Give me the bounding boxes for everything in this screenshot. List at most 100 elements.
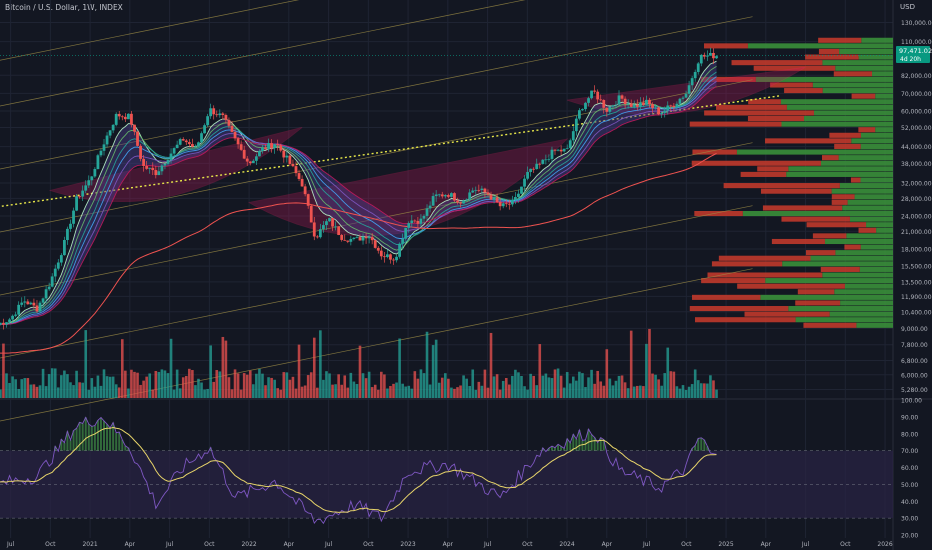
vp-bar-up — [742, 210, 893, 217]
volume-bar — [712, 380, 715, 398]
candle-body — [206, 116, 210, 126]
volume-bar — [11, 376, 14, 398]
volume-bar — [2, 343, 5, 398]
volume-bar — [672, 371, 676, 398]
candle-body — [477, 189, 481, 191]
candle-body — [197, 142, 200, 147]
vp-bar-up — [804, 115, 893, 122]
volume-bar — [175, 369, 179, 398]
rsi-tick-label: 40.00 — [901, 499, 918, 506]
x-tick-label: Oct — [681, 541, 692, 548]
volume-bar — [72, 385, 75, 398]
volume-bar — [450, 387, 453, 398]
vp-bar-down — [711, 261, 783, 267]
candle-body — [376, 247, 380, 251]
volume-bar — [102, 369, 106, 398]
candle-body — [386, 254, 389, 257]
candle-body — [209, 108, 213, 117]
rsi-tick-label: 30.00 — [901, 516, 918, 523]
volume-bar — [194, 385, 197, 398]
candle-body — [230, 125, 234, 132]
candle-body — [611, 105, 615, 107]
vp-bar-up — [747, 43, 893, 49]
volume-bar — [325, 371, 328, 398]
candle-body — [123, 116, 127, 120]
volume-bar — [309, 372, 313, 398]
candle-body — [401, 238, 405, 244]
volume-bar — [87, 389, 91, 398]
candle-body — [160, 165, 164, 172]
y-tick-label: 28,000.00 — [901, 196, 932, 203]
vp-bar-down — [692, 149, 737, 155]
candle-body — [126, 113, 130, 120]
candle-body — [602, 100, 606, 108]
candle-body — [507, 203, 511, 205]
volume-bar — [376, 389, 380, 398]
ribbon-line — [0, 81, 717, 325]
y-tick-label: 7,800.00 — [901, 342, 928, 349]
candle-body — [38, 302, 42, 312]
candle-body — [84, 185, 88, 191]
volume-bar — [425, 331, 429, 398]
y-tick-label: 6,800.00 — [901, 358, 928, 365]
candle-body — [215, 114, 219, 116]
volume-bar — [535, 385, 539, 398]
volume-bar — [587, 377, 590, 398]
x-tick-label: 2022 — [241, 541, 256, 548]
vp-bar-down — [771, 238, 825, 245]
volume-bar — [248, 370, 252, 398]
candle-body — [617, 95, 621, 105]
volume-bar — [188, 368, 191, 398]
candle-body — [648, 99, 651, 105]
volume-bar — [480, 385, 484, 398]
volume-bar — [361, 373, 365, 398]
candle-body — [276, 144, 280, 146]
volume-bar — [288, 379, 292, 398]
candle-body — [696, 63, 700, 72]
volume-bar — [111, 376, 115, 398]
volume-bar — [20, 379, 24, 398]
candle-body — [340, 234, 344, 240]
volume-bar — [99, 385, 103, 398]
volume-bar — [130, 369, 133, 398]
volume-bar — [343, 375, 347, 398]
vp-bar-up — [780, 99, 893, 105]
x-tick-label: Jul — [801, 541, 810, 548]
candle-body — [130, 113, 133, 125]
volume-bar — [568, 383, 572, 398]
volume-bar — [5, 373, 8, 398]
x-tick-label: Jul — [324, 541, 333, 548]
vp-bar-down — [718, 255, 811, 261]
candle-body — [273, 144, 277, 149]
candle-body — [93, 169, 97, 177]
candle-body — [78, 196, 82, 198]
candle-body — [224, 114, 228, 120]
candle-body — [32, 302, 36, 306]
volume-bar — [483, 369, 487, 398]
rsi-ma-line — [0, 426, 717, 513]
volume-bar — [32, 384, 36, 398]
vp-bar-down — [765, 138, 852, 144]
candle-body — [690, 78, 694, 86]
volume-bar — [602, 385, 606, 398]
candle-body — [428, 205, 432, 209]
vp-bar-down — [757, 166, 789, 172]
candle-body — [261, 147, 264, 152]
volume-bar — [538, 344, 542, 398]
volume-bar — [715, 389, 718, 398]
candle-body — [90, 176, 94, 181]
candle-body — [645, 99, 648, 105]
candle-body — [242, 149, 246, 159]
vp-bar-down — [753, 65, 836, 71]
candle-body — [306, 194, 310, 206]
candle-body — [495, 197, 499, 203]
candle-body — [337, 226, 341, 235]
candle-body — [355, 237, 359, 238]
volume-bar — [124, 370, 127, 398]
chart-title: Bitcoin / U.S. Dollar, 1W, INDEX — [5, 3, 123, 12]
candle-body — [587, 98, 590, 103]
volume-bar — [163, 370, 167, 398]
candle-body — [35, 305, 39, 312]
candle-body — [538, 163, 542, 165]
